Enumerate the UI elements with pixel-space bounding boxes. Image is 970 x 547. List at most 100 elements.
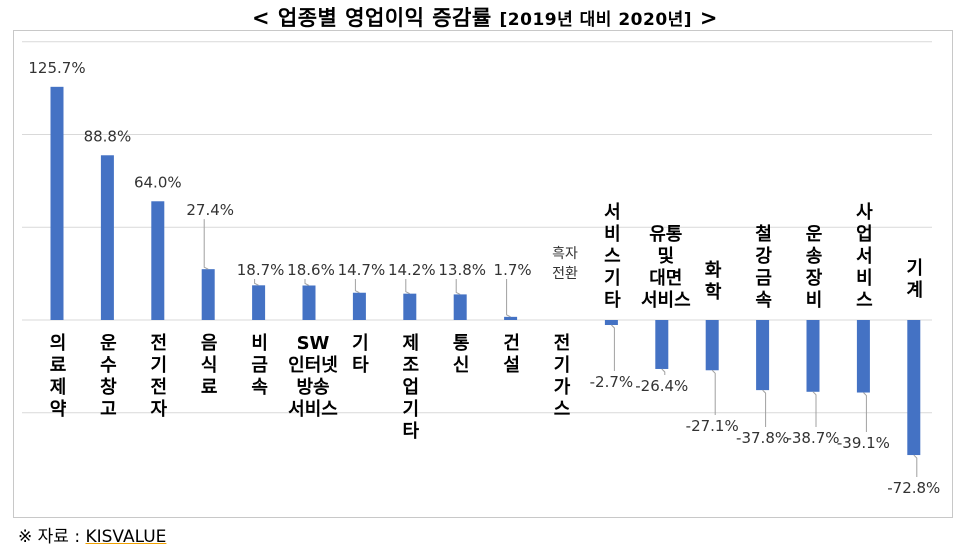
category-label: 대면 [649,268,682,289]
category-label: 설 [503,355,520,376]
data-label: 14.2% [388,261,436,279]
data-label: 125.7% [28,59,85,77]
leader-line [711,369,716,415]
category-label: 송 [806,246,823,267]
bar [907,320,921,456]
bar [352,292,366,320]
category-label: 타 [352,355,369,376]
category-label: 기 [403,399,420,420]
category-label: 사 [856,202,873,223]
category-label: SW [297,333,330,354]
data-label: 88.8% [84,127,132,145]
bar [403,293,417,320]
bar [806,320,820,392]
chart-frame: 125.7% 의 료 제 약 88.8% 운 수 창 고 64.0% 전 기 전 자 27.4% 음 식 료 18.7… [13,30,953,518]
category-label: 식 [201,355,218,376]
category-label: 창 [100,377,117,398]
category-label: 서 [856,246,873,267]
leader-line [863,392,867,432]
category-label: 자 [151,399,168,420]
bar-chart: 125.7%의료제약88.8%운수창고64.0%전기전자27.4%음식료18.7… [22,41,940,497]
category-label: 업 [403,377,420,398]
category-label: 금 [755,268,772,289]
category-label: 전 [151,377,168,398]
data-label: 흑자 [552,245,578,262]
category-label: 기 [554,355,571,376]
data-label: 전환 [552,266,578,282]
data-label: -39.1% [837,434,890,452]
category-label: 제 [403,333,420,354]
bar [453,294,467,320]
category-label: 음 [201,333,218,354]
category-label: 금 [251,355,268,376]
category-label: 전 [554,333,571,354]
bar [655,320,669,369]
data-label: -37.8% [736,429,789,447]
data-label: 13.8% [438,261,486,279]
leader-line [913,454,918,478]
category-label: 타 [604,290,621,311]
category-label: 운 [806,224,823,245]
chart-title: < 업종별 영업이익 증감률 [2019년 대비 2020년] > [0,2,970,32]
data-label: 18.7% [237,261,285,279]
category-label: 의 [50,333,67,354]
leader-line [203,219,209,270]
chart-title-sub: [2019년 대비 2020년] [499,10,693,30]
leader-line [762,389,767,427]
leader-line [506,279,511,318]
bar [302,285,316,320]
category-label: 서비스 [641,290,691,311]
bar [856,320,870,393]
category-label: 전 [151,333,168,354]
bar [201,269,215,320]
data-label: -72.8% [887,479,940,497]
category-label: 스 [856,290,873,311]
bar [705,320,719,371]
category-label: 타 [403,421,420,442]
category-label: 및 [658,246,675,267]
leader-line [611,324,615,371]
bar [604,320,618,326]
category-label: 제 [50,377,67,398]
category-label: 화 [705,260,722,281]
data-label: 64.0% [134,173,182,191]
category-label: 비 [251,333,268,354]
data-label: 14.7% [338,261,386,279]
category-label: 스 [554,399,571,420]
category-label: 계 [907,280,924,301]
bar [50,86,64,320]
category-label: 비 [856,268,873,289]
leader-line [254,279,259,286]
data-label: 1.7% [494,261,532,279]
category-label: 서 [604,202,621,223]
category-label: 가 [554,377,571,398]
bar [504,316,518,320]
chart-title-end: > [699,6,719,30]
category-label: 속 [755,290,772,311]
leader-line [455,279,461,295]
category-label: 유통 [649,224,682,245]
category-label: 업 [856,224,873,245]
category-label: 기 [604,268,621,289]
category-label: 방송 [296,377,329,398]
bar [756,320,770,391]
category-label: 수 [100,355,117,376]
category-label: 기 [151,355,168,376]
category-label: 비 [806,290,823,311]
bar [151,201,165,320]
leader-line [405,279,411,295]
category-label: 신 [453,355,470,376]
leader-line [812,391,817,427]
leader-line [354,279,360,294]
category-label: 료 [50,355,67,376]
category-label: 약 [50,398,67,420]
category-label: 운 [100,333,117,354]
category-label: 건 [503,333,520,354]
category-label: 비 [604,224,621,245]
category-label: 기 [352,333,369,354]
source-prefix: ※ 자료 : [18,527,81,547]
category-label: 스 [604,246,621,267]
category-label: 료 [201,377,218,398]
leader-line [661,368,666,375]
data-label: -27.1% [686,417,739,435]
